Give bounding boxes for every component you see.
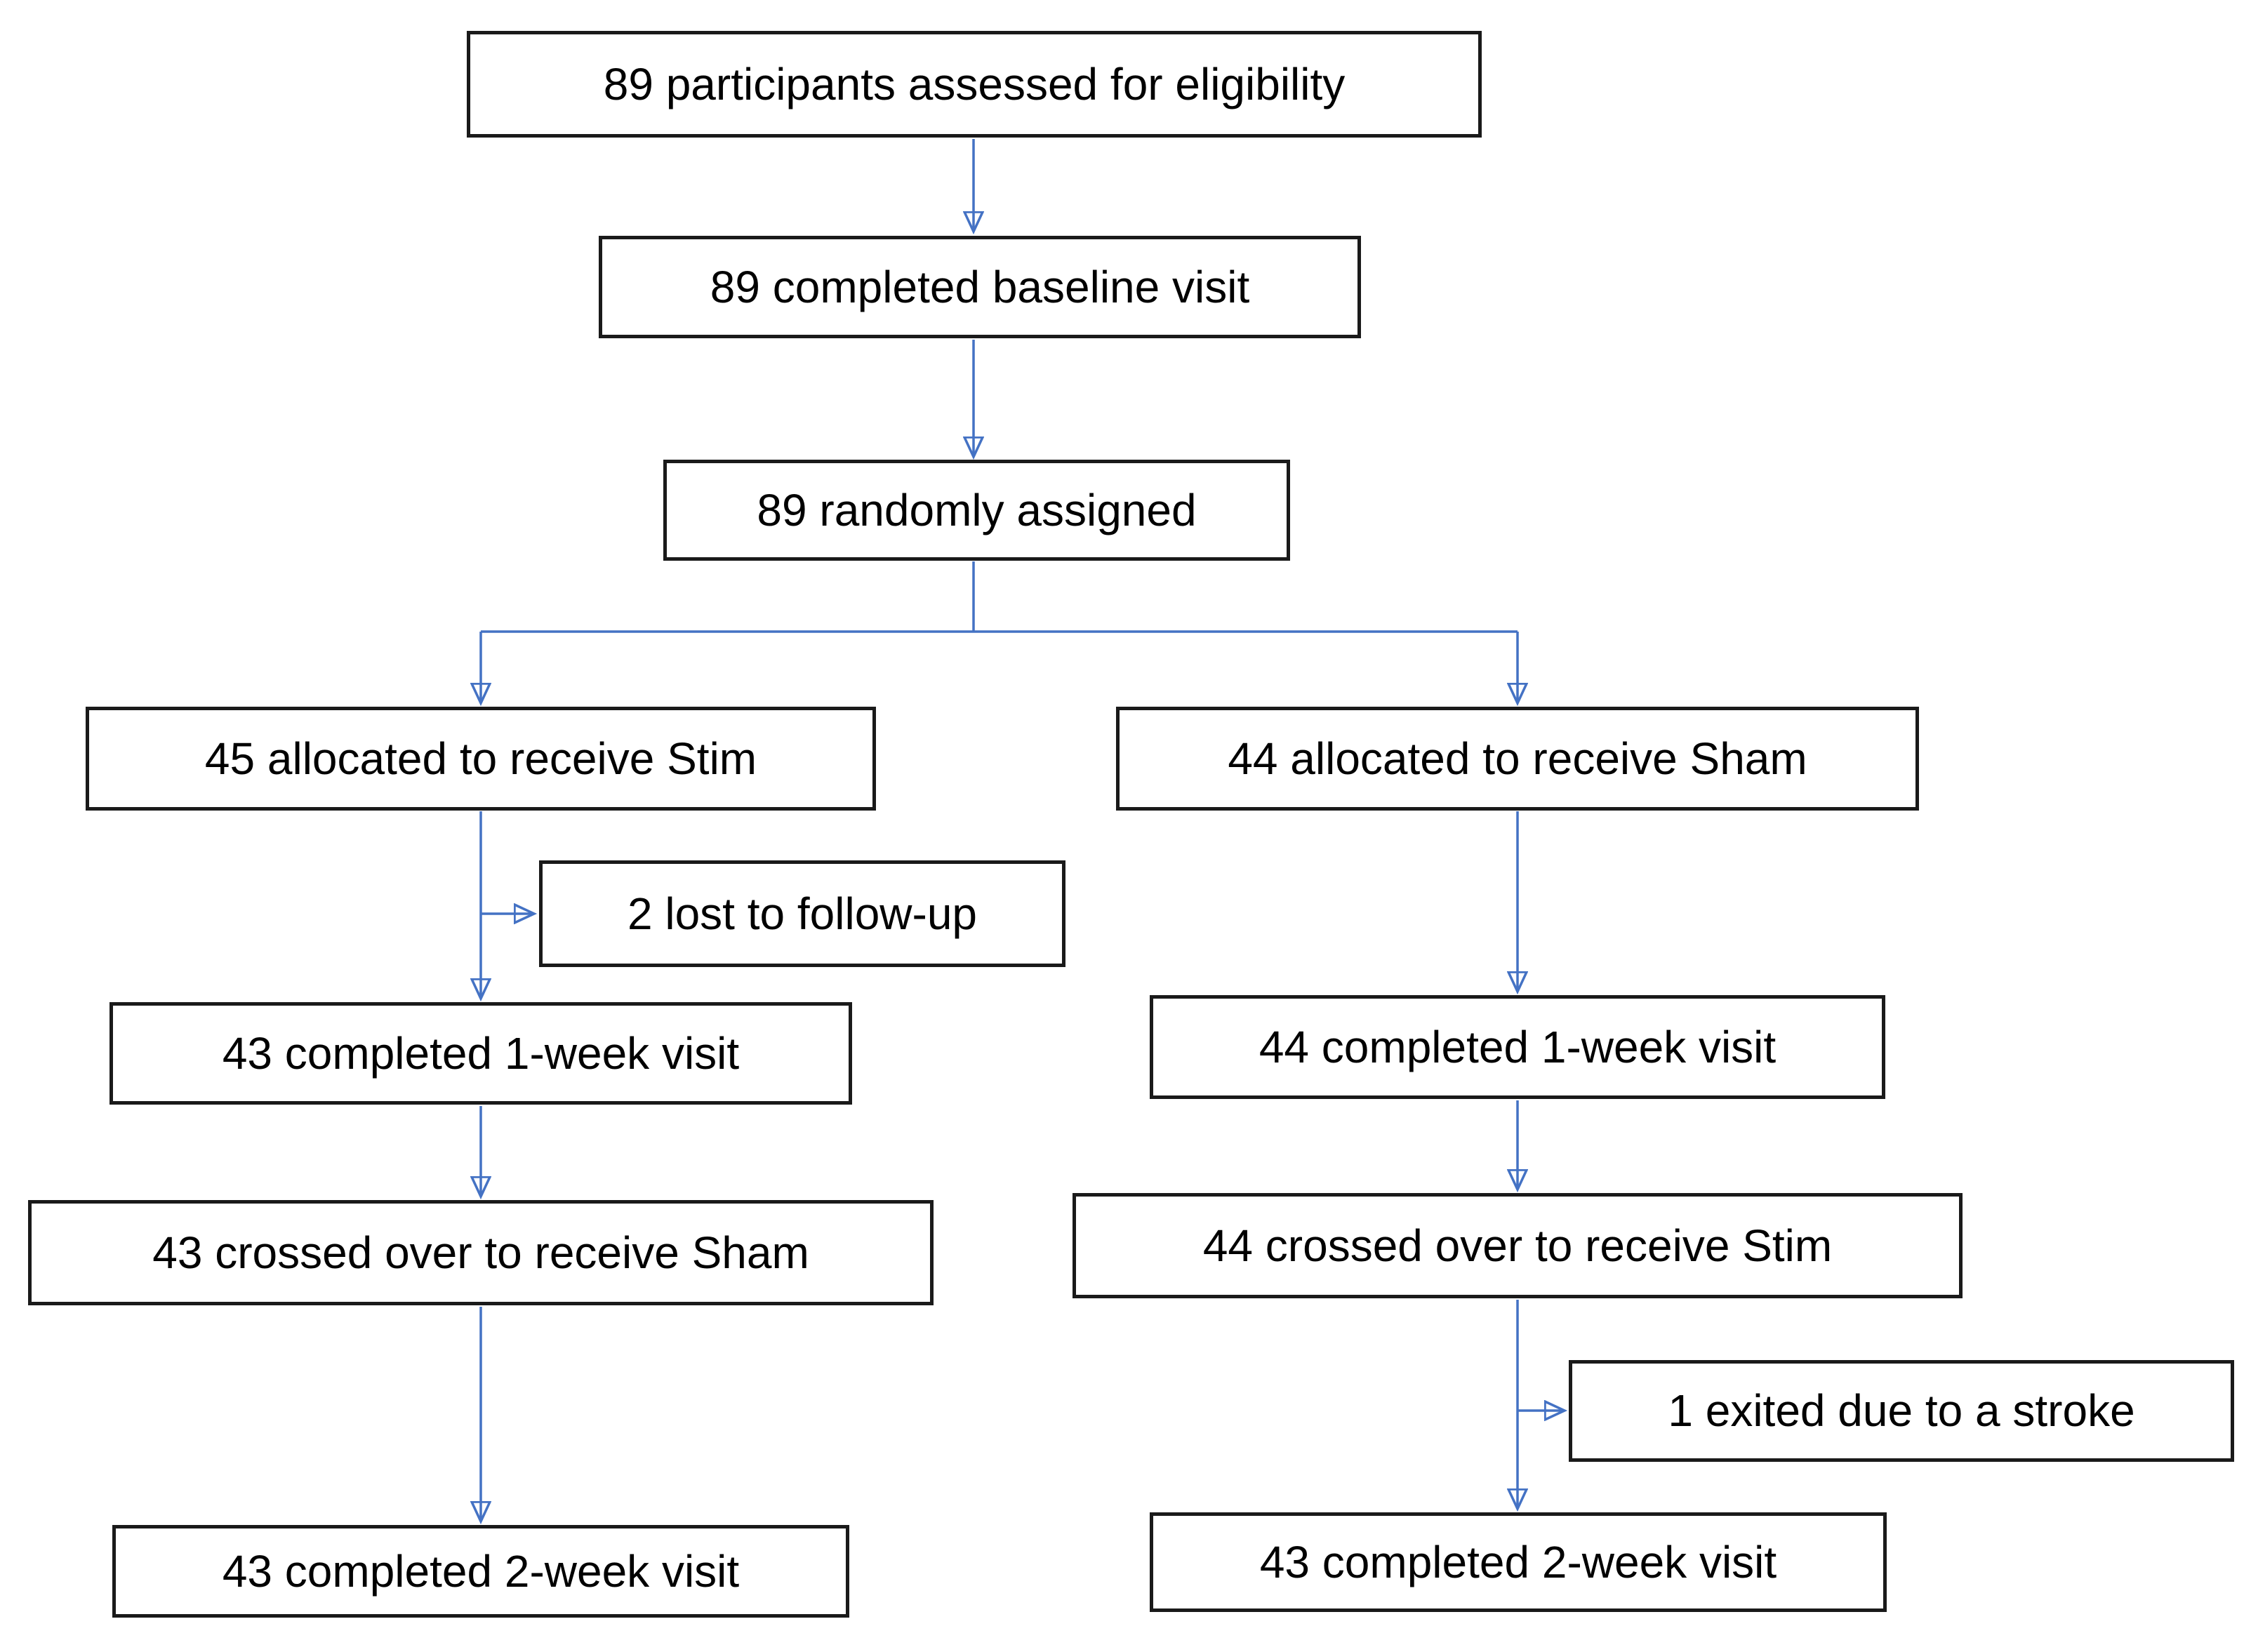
node-sham-week1: 44 completed 1-week visit <box>1150 995 1885 1099</box>
node-eligibility: 89 participants assessed for eligibility <box>467 31 1482 138</box>
node-lost-to-follow-up: 2 lost to follow-up <box>539 860 1065 967</box>
node-baseline-visit: 89 completed baseline visit <box>599 236 1361 338</box>
node-exited-stroke: 1 exited due to a stroke <box>1569 1360 2234 1462</box>
node-stim-week1: 43 completed 1-week visit <box>109 1002 852 1105</box>
node-randomized: 89 randomly assigned <box>663 460 1290 561</box>
node-stim-week2: 43 completed 2-week visit <box>112 1525 849 1618</box>
node-sham-week2: 43 completed 2-week visit <box>1150 1512 1887 1612</box>
node-sham-allocated: 44 allocated to receive Sham <box>1116 707 1919 811</box>
node-stim-crossover: 43 crossed over to receive Sham <box>28 1200 934 1305</box>
node-stim-allocated: 45 allocated to receive Stim <box>86 707 876 811</box>
node-sham-crossover: 44 crossed over to receive Stim <box>1073 1193 1963 1298</box>
